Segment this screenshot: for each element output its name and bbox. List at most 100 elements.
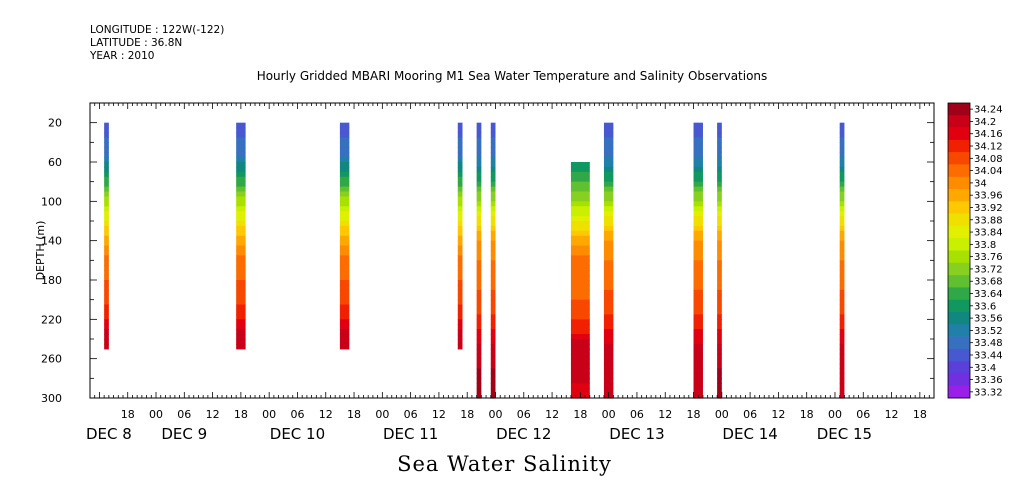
salinity-cell	[693, 358, 703, 365]
salinity-cell	[839, 368, 845, 375]
salinity-cell	[570, 309, 590, 316]
x-tick-label: 06	[856, 408, 870, 421]
salinity-cell	[693, 230, 703, 237]
salinity-cell	[457, 221, 463, 227]
salinity-cell	[104, 230, 109, 237]
salinity-cell	[476, 152, 482, 158]
salinity-cell	[490, 176, 496, 183]
salinity-cell	[717, 393, 722, 399]
salinity-cell	[717, 186, 722, 193]
salinity-cell	[104, 211, 109, 217]
salinity-cell	[603, 230, 614, 237]
salinity-cell	[570, 265, 590, 271]
y-tick-label: 220	[41, 313, 62, 326]
salinity-cell	[457, 122, 463, 129]
salinity-cell	[457, 132, 463, 139]
salinity-cell	[104, 152, 109, 158]
salinity-cell	[457, 343, 463, 350]
colorbar-swatch	[948, 213, 970, 227]
salinity-cell	[603, 196, 614, 202]
salinity-cell	[104, 176, 109, 183]
salinity-cell	[570, 339, 590, 345]
salinity-cell	[490, 339, 496, 345]
salinity-cell	[476, 157, 482, 163]
salinity-cell	[717, 201, 722, 207]
x-tick-label: 12	[545, 408, 559, 421]
salinity-cell	[339, 255, 350, 261]
salinity-cell	[104, 245, 109, 252]
salinity-cell	[717, 181, 722, 188]
x-tick-label: 12	[658, 408, 672, 421]
salinity-cell	[570, 230, 590, 237]
salinity-cell	[104, 275, 109, 281]
colorbar-label: 33.6	[974, 301, 996, 312]
salinity-cell	[693, 314, 703, 320]
salinity-cell	[476, 383, 482, 389]
salinity-cell	[476, 137, 482, 143]
salinity-cell	[603, 314, 614, 320]
salinity-cell	[603, 240, 614, 247]
salinity-cell	[693, 152, 703, 158]
colorbar-swatch	[948, 373, 970, 387]
salinity-cell	[476, 343, 482, 350]
salinity-cell	[490, 353, 496, 360]
salinity-cell	[717, 255, 722, 261]
salinity-cell	[104, 294, 109, 301]
colorbar-swatch	[948, 287, 970, 300]
salinity-cell	[339, 309, 350, 316]
salinity-cell	[603, 216, 614, 222]
salinity-cell	[236, 191, 246, 198]
salinity-cell	[236, 339, 246, 345]
salinity-cell	[603, 363, 614, 370]
salinity-cell	[104, 289, 109, 296]
salinity-cell	[104, 270, 109, 276]
salinity-cell	[236, 275, 246, 281]
salinity-cell	[457, 191, 463, 198]
salinity-cell	[693, 353, 703, 360]
salinity-cell	[603, 265, 614, 271]
salinity-cell	[476, 280, 482, 286]
salinity-cell	[570, 343, 590, 350]
salinity-cell	[457, 127, 463, 134]
salinity-cell	[104, 314, 109, 320]
salinity-cell	[490, 152, 496, 158]
salinity-cell	[490, 211, 496, 217]
salinity-cell	[490, 368, 496, 375]
salinity-cell	[693, 235, 703, 242]
salinity-cell	[693, 221, 703, 227]
salinity-cell	[603, 132, 614, 139]
salinity-cell	[603, 260, 614, 266]
salinity-cell	[693, 206, 703, 212]
x-tick-label: 18	[800, 408, 814, 421]
salinity-cell	[717, 250, 722, 257]
salinity-cell	[603, 221, 614, 227]
x-tick-label: 00	[375, 408, 389, 421]
salinity-cell	[104, 166, 109, 173]
salinity-cell	[490, 373, 496, 379]
colorbar-label: 33.48	[974, 338, 1003, 349]
salinity-cell	[693, 319, 703, 325]
salinity-cell	[693, 294, 703, 301]
salinity-cell	[603, 186, 614, 193]
salinity-cell	[104, 181, 109, 188]
salinity-cell	[476, 245, 482, 252]
x-date-label: DEC 13	[609, 425, 664, 443]
salinity-cell	[457, 181, 463, 188]
salinity-cell	[457, 314, 463, 320]
salinity-cell	[104, 299, 109, 306]
salinity-cell	[693, 329, 703, 335]
longitude-label: LONGITUDE : 122W(-122)	[90, 24, 225, 36]
colorbar-label: 33.92	[974, 203, 1003, 214]
salinity-cell	[693, 368, 703, 375]
salinity-cell	[490, 221, 496, 227]
salinity-cell	[339, 186, 350, 193]
x-tick-label: 18	[687, 408, 701, 421]
salinity-cell	[490, 265, 496, 271]
salinity-cell	[839, 211, 845, 217]
salinity-cell	[476, 206, 482, 212]
salinity-cell	[104, 284, 109, 291]
salinity-cell	[839, 162, 845, 168]
salinity-cell	[570, 373, 590, 379]
salinity-cell	[717, 152, 722, 158]
